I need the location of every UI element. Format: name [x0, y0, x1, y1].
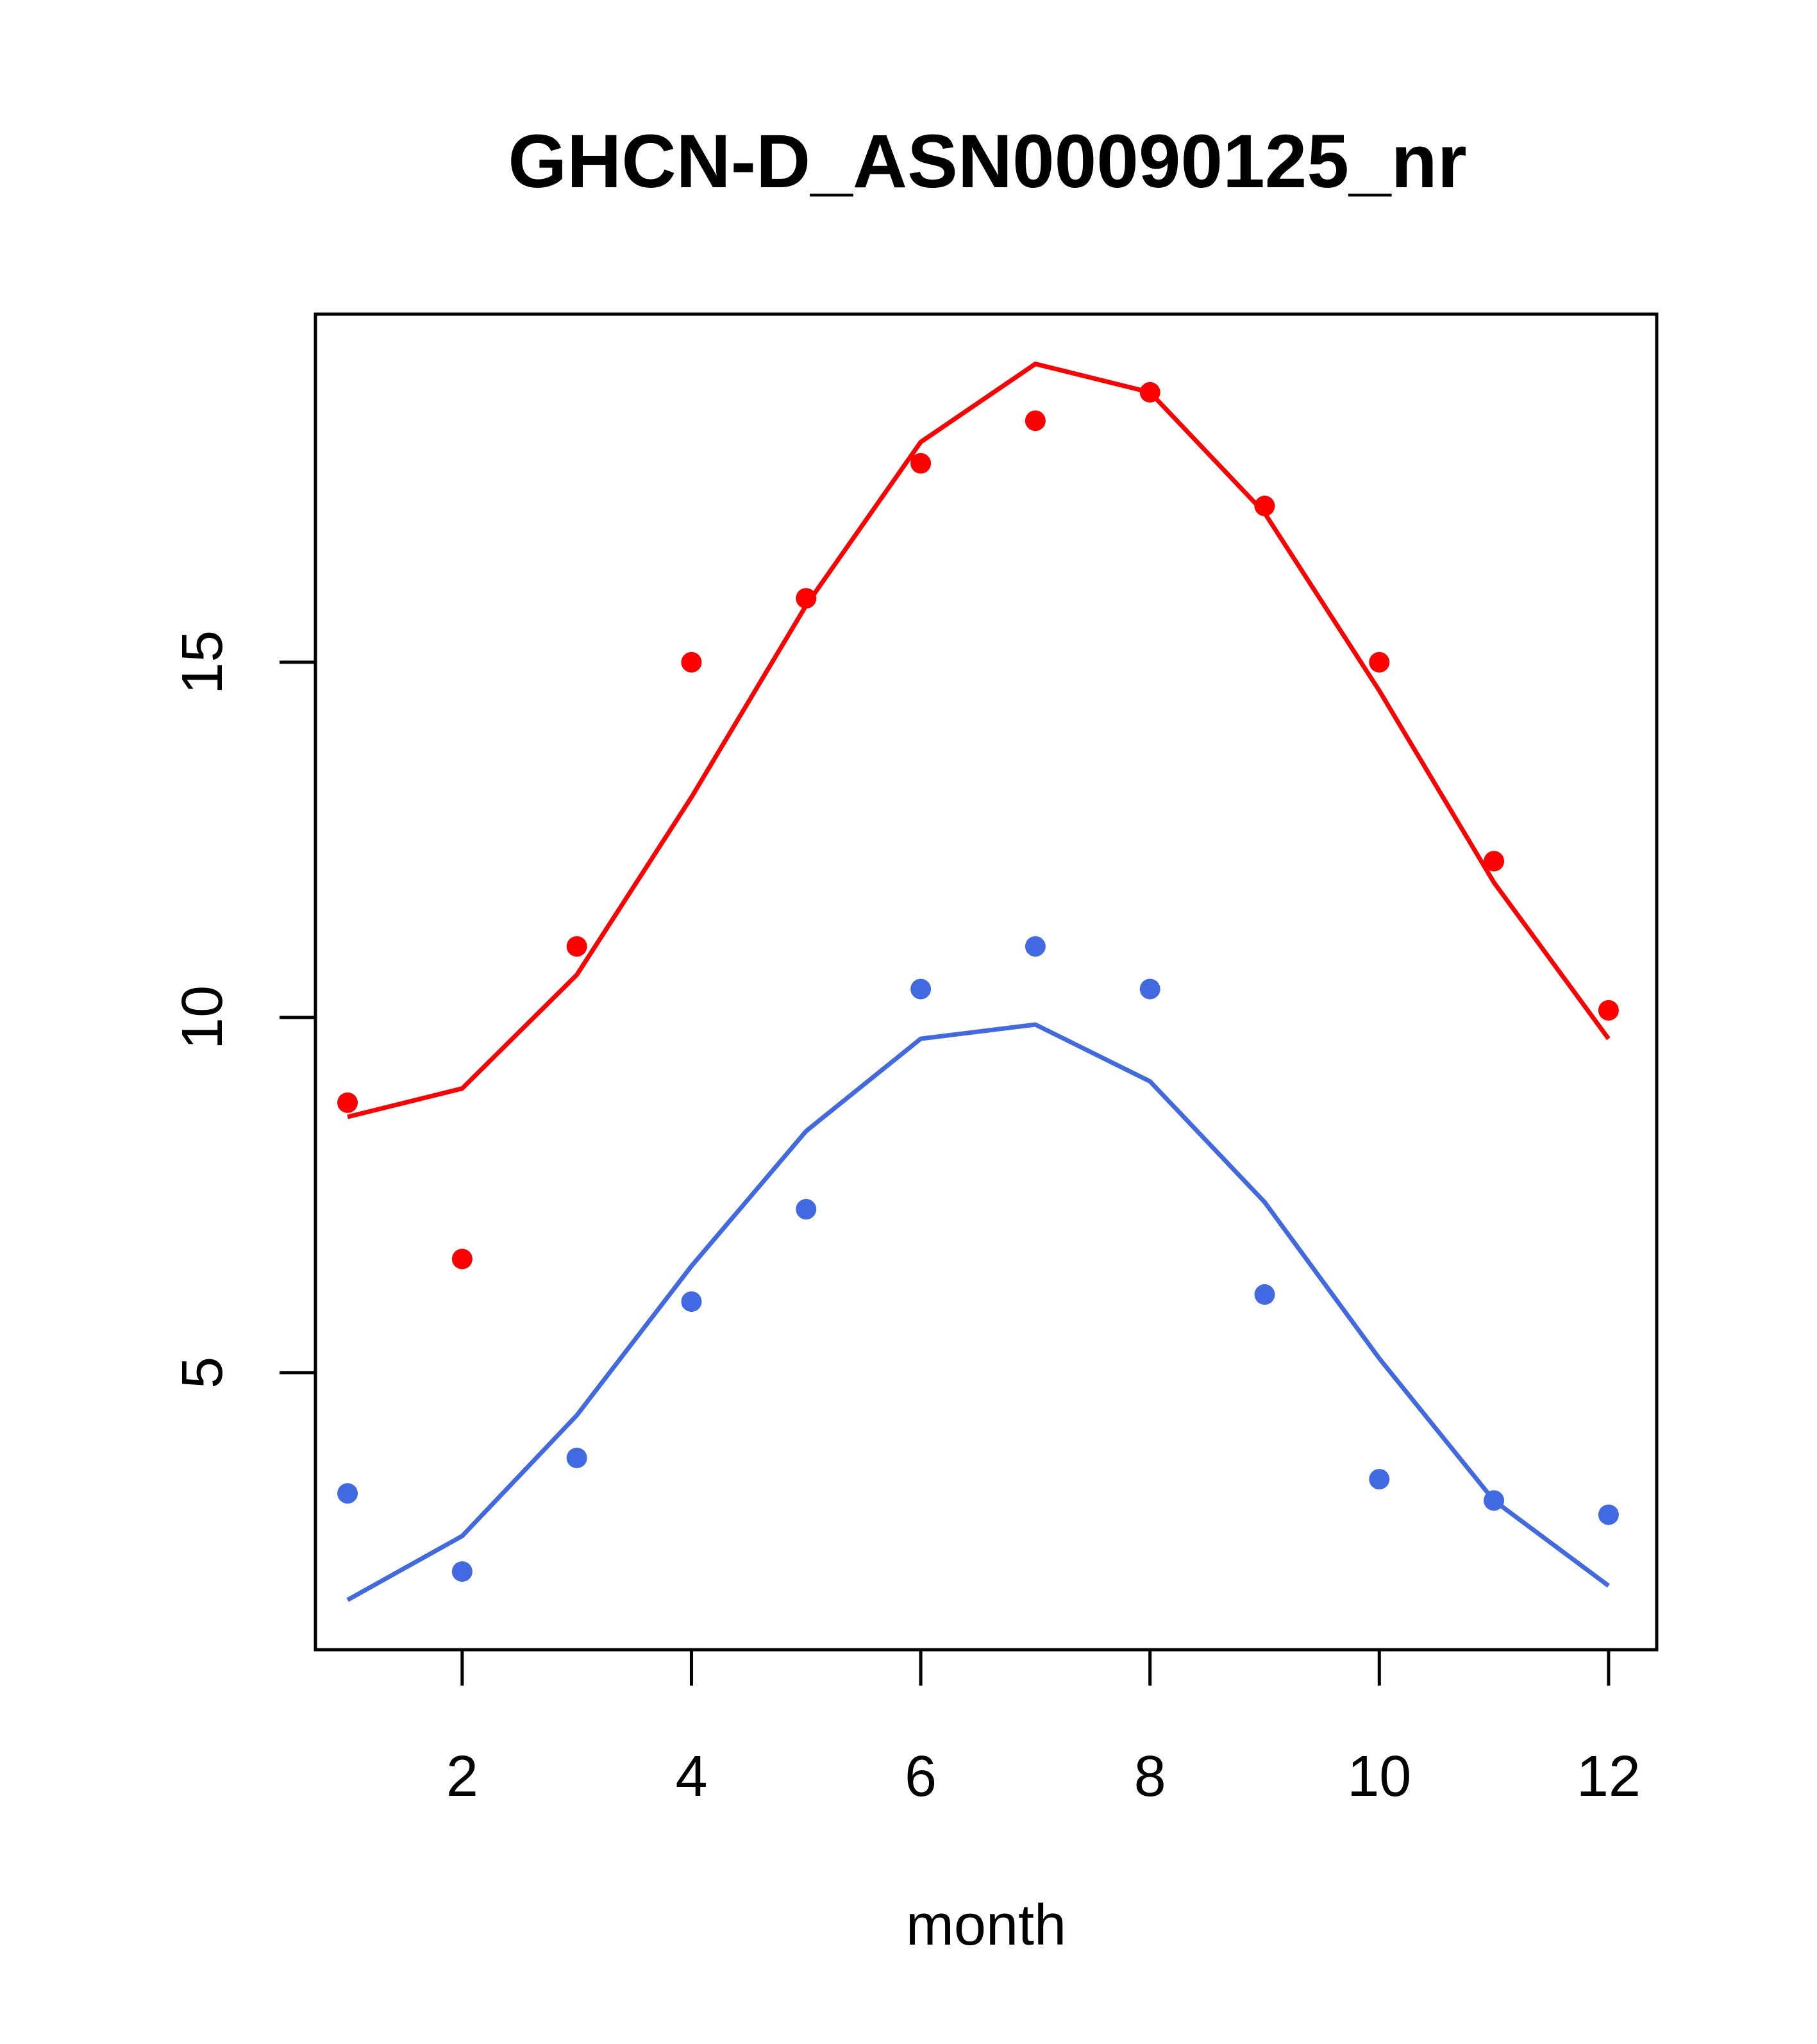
x-tick-label: 10 [1347, 1745, 1411, 1809]
data-point [451, 1248, 473, 1269]
data-point [681, 651, 702, 673]
data-point [796, 588, 817, 609]
series-points-max-observed [337, 381, 1619, 1269]
x-axis: 2 4 6 8 10 12 [446, 1648, 1641, 1809]
series-line-max-fitted [347, 362, 1611, 1119]
y-tick-label: 5 [171, 1357, 235, 1389]
data-point [1139, 978, 1160, 1000]
data-point [566, 936, 587, 957]
data-point [1598, 1504, 1619, 1525]
data-point [681, 1291, 702, 1312]
data-point [1369, 1469, 1390, 1490]
data-point [910, 978, 932, 1000]
data-point [796, 1199, 817, 1220]
data-point [337, 1092, 358, 1113]
data-point [566, 1447, 587, 1468]
x-axis-label: month [906, 1893, 1066, 1957]
chart-title: GHCN-D_ASN00090125_nr [508, 119, 1466, 204]
data-point [451, 1561, 473, 1582]
data-point [1254, 1284, 1275, 1305]
series-line-min-fitted [346, 1022, 1610, 1602]
x-tick-label: 2 [446, 1745, 478, 1809]
series-layer [337, 362, 1619, 1602]
data-point [1598, 1000, 1619, 1021]
data-point [1254, 496, 1275, 517]
y-tick-label: 15 [171, 630, 235, 694]
data-point [910, 453, 932, 474]
x-tick-label: 8 [1134, 1745, 1166, 1809]
x-tick-label: 12 [1577, 1745, 1641, 1809]
data-point [1484, 851, 1505, 872]
data-point [337, 1483, 358, 1504]
x-tick-label: 6 [905, 1745, 937, 1809]
y-axis: 5 10 15 [171, 630, 317, 1389]
data-point [1369, 651, 1390, 673]
y-tick-label: 10 [171, 985, 235, 1050]
data-point [1025, 410, 1046, 431]
data-point [1025, 936, 1046, 957]
x-tick-label: 4 [675, 1745, 707, 1809]
